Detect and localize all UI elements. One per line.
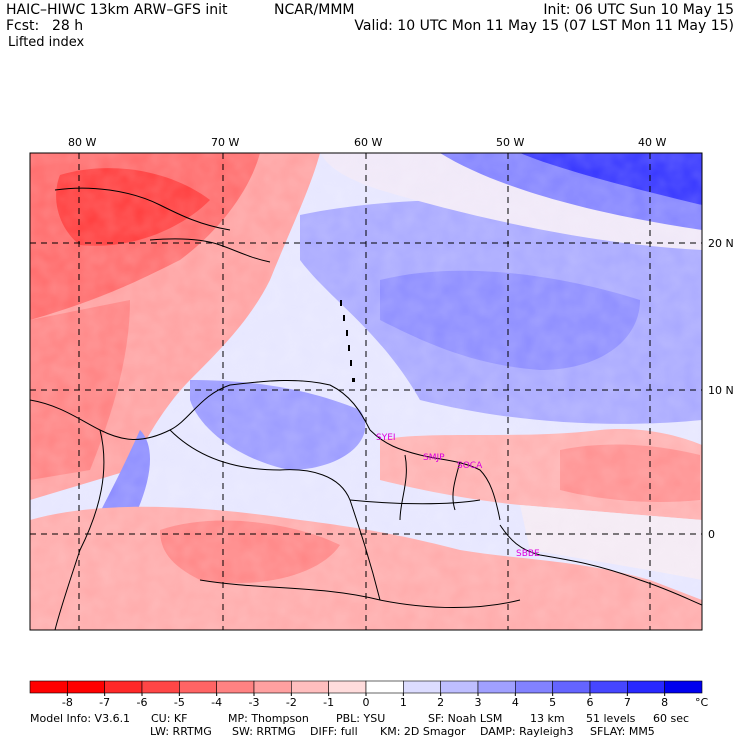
- colorbar-tick-label: 2: [437, 696, 444, 709]
- coast-hispaniola: [149, 238, 271, 263]
- colorbar-box: [403, 680, 441, 694]
- colorbar-box: [515, 680, 553, 694]
- colorbar-tick-label: -6: [137, 696, 148, 709]
- colorbar-tick-label: -8: [62, 696, 73, 709]
- footer-km: KM: 2D Smagor: [380, 725, 466, 738]
- map-border: [29, 152, 703, 631]
- coast-cuba: [54, 187, 231, 231]
- colorbar: -8 -7 -6 -5 -4 -3 -2 -1 0 1 2 3 4 5 6 7 8: [29, 680, 703, 709]
- footer-cu: CU: KF: [151, 712, 188, 725]
- footer-resolution: 13 km: [530, 712, 565, 725]
- border-suriname: [399, 454, 407, 521]
- graticule: [30, 153, 702, 630]
- colorbar-tick-label: -3: [249, 696, 260, 709]
- colorbar-tick-label: -5: [174, 696, 185, 709]
- stations: SYEI SMJP SOCA SBBE: [376, 433, 540, 559]
- footer-line1: Model Info: V3.6.1 CU: KF MP: Thompson P…: [30, 712, 689, 725]
- footer-timestep: 60 sec: [653, 712, 690, 725]
- footer-levels: 51 levels: [586, 712, 636, 725]
- colorbar-box: [216, 680, 255, 694]
- colorbar-box: [29, 680, 68, 694]
- footer-lw: LW: RRTMG: [150, 725, 212, 738]
- colorbar-box: [552, 680, 591, 694]
- colorbar-tick-label: -7: [99, 696, 110, 709]
- footer-diff: DIFF: full: [310, 725, 358, 738]
- colorbar-tick-label: 8: [661, 696, 668, 709]
- header-valid: Valid: 10 UTC Mon 11 May 15 (07 LST Mon …: [354, 18, 734, 34]
- border-guyana: [349, 499, 481, 505]
- colorbar-box: [365, 680, 404, 694]
- colorbar-box: [179, 680, 217, 694]
- colorbar-box: [291, 680, 329, 694]
- header-field: Lifted index: [8, 35, 85, 50]
- colorbar-tick-label: 3: [475, 696, 482, 709]
- coast-south-america-north: [30, 379, 501, 521]
- station-sbbe: SBBE: [516, 549, 540, 559]
- colorbar-tick-label: 1: [400, 696, 407, 709]
- footer-damp: DAMP: Rayleigh3: [480, 725, 574, 738]
- lon-label-80w: 80 W: [68, 136, 96, 149]
- colorbar-box: [440, 680, 479, 694]
- colorbar-tick-label: -1: [323, 696, 334, 709]
- station-smjp: SMJP: [423, 453, 445, 463]
- coast-pacific: [54, 429, 105, 630]
- colorbar-tick-label: -4: [211, 696, 222, 709]
- lon-label-60w: 60 W: [354, 136, 382, 149]
- lon-label-40w: 40 W: [638, 136, 666, 149]
- colorbar-tick-label: 7: [624, 696, 631, 709]
- footer-sf: SF: Noah LSM: [428, 712, 503, 725]
- colorbar-tick-label: 4: [512, 696, 519, 709]
- footer-sflay: SFLAY: MM5: [590, 725, 655, 738]
- border-brazil: [199, 579, 521, 608]
- colorbar-box: [141, 680, 180, 694]
- colorbar-box: [253, 680, 292, 694]
- lon-label-50w: 50 W: [496, 136, 524, 149]
- lon-label-70w: 70 W: [211, 136, 239, 149]
- colorbar-box: [664, 680, 703, 694]
- header-title: HAIC–HIWC 13km ARW–GFS init: [6, 2, 228, 18]
- colorbar-box: [477, 680, 516, 694]
- colorbar-box: [328, 680, 367, 694]
- station-soca: SOCA: [457, 461, 483, 471]
- lat-label-0: 0: [708, 528, 715, 541]
- colorbar-box: [67, 680, 105, 694]
- header-fcst-label: Fcst:: [6, 18, 40, 34]
- colorbar-tick-label: 0: [363, 696, 370, 709]
- coastlines: [30, 187, 702, 630]
- colorbar-unit: °C: [695, 696, 709, 709]
- colorbar-box: [104, 680, 143, 694]
- colorbar-box: [627, 680, 665, 694]
- colorbar-tick-label: 6: [587, 696, 594, 709]
- coast-brazil-north: [499, 524, 702, 606]
- header-org: NCAR/MMM: [274, 2, 355, 18]
- lat-label-20n: 20 N: [708, 237, 734, 250]
- footer-mp: MP: Thompson: [228, 712, 309, 725]
- header-init: Init: 06 UTC Sun 10 May 15: [543, 2, 734, 18]
- station-syei: SYEI: [376, 433, 396, 443]
- header-fcst-value: 28 h: [52, 18, 84, 34]
- footer-pbl: PBL: YSU: [336, 712, 386, 725]
- lat-label-10n: 10 N: [708, 384, 734, 397]
- border-venezuela: [169, 429, 381, 601]
- colorbar-tick-label: -2: [286, 696, 297, 709]
- footer-line2: LW: RRTMG SW: RRTMG DIFF: full KM: 2D Sm…: [150, 725, 655, 738]
- border-fguiana: [452, 461, 461, 511]
- footer-sw: SW: RRTMG: [232, 725, 296, 738]
- map-field: SYEI SMJP SOCA SBBE: [30, 153, 702, 630]
- lesser-antilles: [340, 300, 355, 382]
- footer-model-info: Model Info: V3.6.1: [30, 712, 131, 725]
- colorbar-box: [589, 680, 628, 694]
- colorbar-tick-label: 5: [549, 696, 556, 709]
